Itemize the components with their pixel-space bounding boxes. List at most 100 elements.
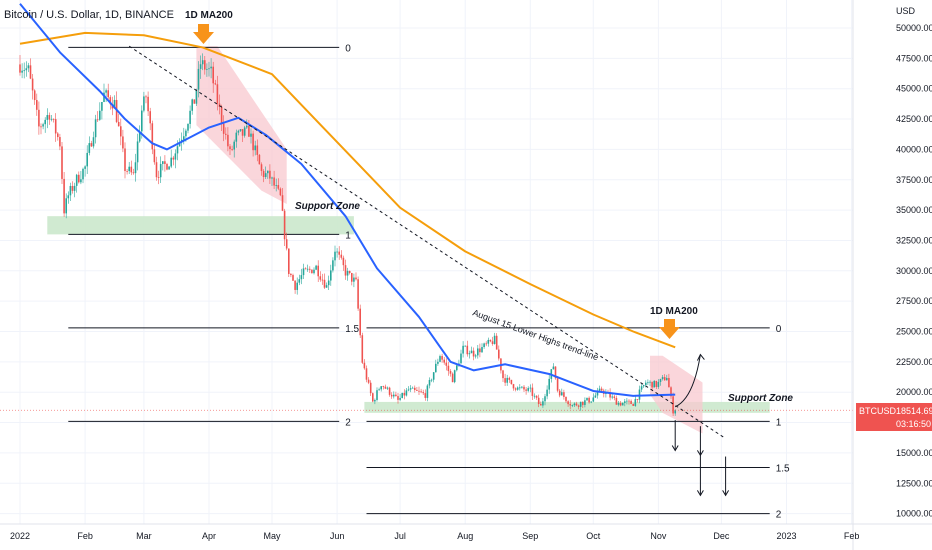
candle-body bbox=[430, 379, 433, 381]
candle-body bbox=[388, 387, 391, 395]
candle-body bbox=[271, 177, 273, 179]
candle-body bbox=[647, 382, 649, 384]
candle-body bbox=[428, 380, 431, 386]
support-zone-rect bbox=[47, 216, 354, 235]
candle-body bbox=[577, 405, 580, 407]
candle-body bbox=[170, 157, 172, 167]
candle-body bbox=[632, 403, 634, 406]
moving-average-lines bbox=[19, 3, 676, 397]
price-tag-symbol: BTCUSD bbox=[859, 406, 897, 416]
candle-body bbox=[300, 275, 303, 280]
candle-body bbox=[306, 268, 309, 270]
candle-body bbox=[668, 377, 670, 388]
candle-body bbox=[298, 279, 301, 283]
candle-body bbox=[447, 365, 450, 372]
candle-body bbox=[508, 377, 511, 380]
candle-body bbox=[554, 366, 557, 379]
candle-body bbox=[628, 400, 630, 402]
candle-body bbox=[472, 350, 475, 357]
candle-body bbox=[143, 96, 145, 111]
candle-body bbox=[666, 377, 668, 381]
y-tick-label: 22500.00 bbox=[896, 357, 932, 367]
fib-level-label: 0 bbox=[776, 324, 782, 335]
candle-body bbox=[151, 123, 154, 150]
candle-body bbox=[109, 97, 112, 105]
candle-body bbox=[334, 251, 336, 261]
support-zones bbox=[47, 216, 770, 413]
y-tick-label: 40000.00 bbox=[896, 144, 932, 154]
price-tag-price: 18514.69 bbox=[896, 406, 932, 416]
candle-body bbox=[403, 392, 406, 396]
candle-body bbox=[90, 143, 93, 147]
candle-body bbox=[57, 133, 59, 138]
candle-body bbox=[317, 265, 319, 277]
candle-body bbox=[71, 185, 74, 191]
candle-body bbox=[672, 396, 674, 414]
candle-body bbox=[437, 361, 439, 364]
support-zone-label-bottom: Support Zone bbox=[728, 393, 793, 404]
candle-body bbox=[498, 349, 500, 359]
chart-grid bbox=[0, 0, 853, 524]
candle-body bbox=[23, 70, 25, 72]
candle-body bbox=[548, 378, 550, 390]
y-tick-label: 32500.00 bbox=[896, 235, 932, 245]
candle-body bbox=[130, 166, 133, 173]
candle-body bbox=[661, 377, 664, 379]
y-tick-label: 10000.00 bbox=[896, 509, 932, 519]
candle-body bbox=[273, 177, 275, 186]
candle-body bbox=[94, 119, 97, 138]
fib-level-label: 1 bbox=[345, 230, 351, 241]
candle-body bbox=[288, 248, 290, 274]
bear-channel-bottom bbox=[650, 355, 703, 434]
candle-body bbox=[426, 385, 429, 398]
candle-body bbox=[279, 188, 282, 196]
candle-body bbox=[248, 125, 250, 137]
fib-level-label: 1.5 bbox=[345, 324, 359, 335]
candle-body bbox=[84, 166, 86, 169]
candle-body bbox=[269, 170, 271, 179]
trendline-label: August 15 Lower Highs trend-line bbox=[471, 307, 599, 362]
ma50-line bbox=[19, 3, 676, 397]
candle-body bbox=[141, 110, 143, 132]
x-tick-label: Mar bbox=[136, 531, 152, 541]
candle-body bbox=[46, 115, 49, 120]
candle-body bbox=[401, 392, 403, 398]
candle-body bbox=[376, 390, 378, 400]
candle-body bbox=[479, 348, 481, 353]
fib-level-label: 1 bbox=[776, 417, 782, 428]
x-tick-label: Sep bbox=[522, 531, 538, 541]
candle-body bbox=[174, 153, 177, 160]
candle-body bbox=[264, 173, 267, 177]
candle-body bbox=[470, 350, 473, 354]
candle-body bbox=[69, 185, 72, 196]
candle-body bbox=[491, 341, 494, 345]
candle-body bbox=[237, 130, 240, 133]
x-tick-label: Aug bbox=[457, 531, 473, 541]
ma200-line bbox=[19, 31, 676, 349]
candle-body bbox=[340, 254, 343, 258]
candle-body bbox=[63, 178, 65, 214]
candle-body bbox=[92, 137, 95, 147]
candle-body bbox=[405, 390, 408, 396]
bear-channels bbox=[196, 46, 703, 434]
candle-body bbox=[311, 269, 313, 274]
candle-body bbox=[615, 397, 618, 405]
candle-body bbox=[558, 390, 561, 396]
candle-body bbox=[571, 405, 574, 406]
candle-body bbox=[464, 345, 466, 347]
candle-body bbox=[120, 126, 122, 137]
candle-body bbox=[315, 265, 317, 270]
candle-body bbox=[621, 402, 624, 406]
candle-body bbox=[489, 339, 492, 342]
y-tick-label: 15000.00 bbox=[896, 448, 932, 458]
candle-body bbox=[525, 389, 527, 391]
arrow-down-icon bbox=[193, 24, 214, 44]
candle-body bbox=[657, 381, 660, 387]
candle-body bbox=[422, 392, 424, 394]
candle-body bbox=[183, 136, 185, 140]
y-tick-label: 12500.00 bbox=[896, 478, 932, 488]
y-tick-label: 25000.00 bbox=[896, 327, 932, 337]
candle-body bbox=[138, 131, 141, 142]
candle-body bbox=[414, 387, 416, 390]
